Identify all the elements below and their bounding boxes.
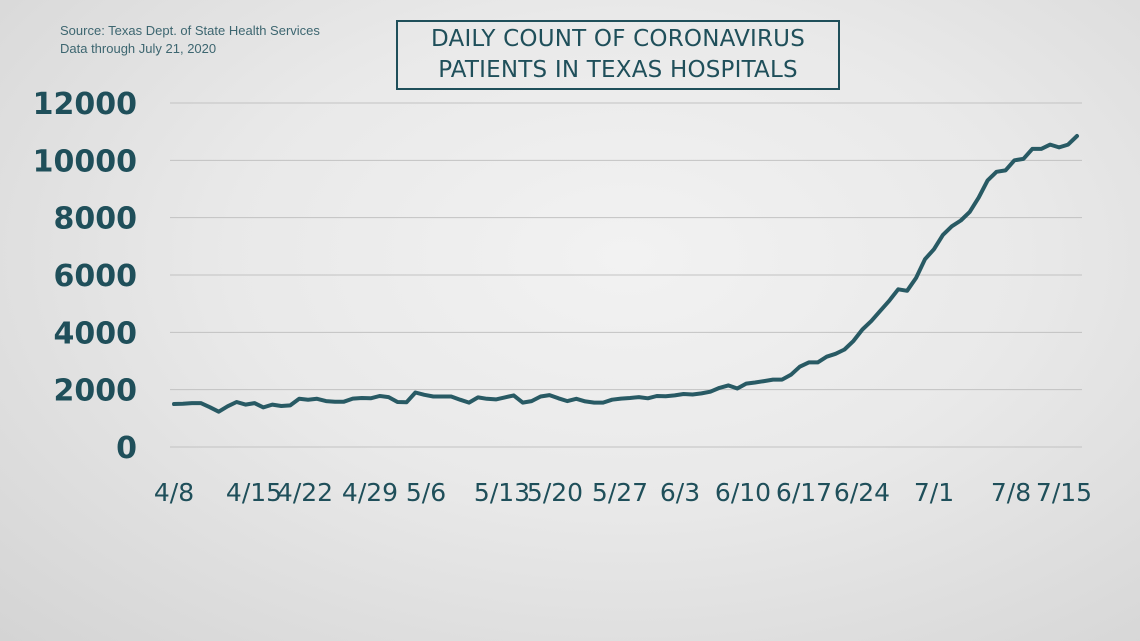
- x-tick-label: 6/10: [715, 478, 771, 507]
- y-tick-label: 4000: [54, 316, 138, 351]
- series-line: [172, 134, 1079, 414]
- x-tick-label: 7/1: [914, 478, 954, 507]
- chart-title-line-1: DAILY COUNT OF CORONAVIRUS: [431, 26, 805, 52]
- x-tick-label: 7/15: [1036, 478, 1092, 507]
- y-tick-label: 10000: [33, 144, 137, 179]
- x-tick-label: 4/29: [342, 478, 398, 507]
- x-tick-label: 6/3: [660, 478, 700, 507]
- y-tick-label: 12000: [33, 87, 137, 122]
- x-tick-label: 4/8: [154, 478, 194, 507]
- chart-title-line-2: PATIENTS IN TEXAS HOSPITALS: [438, 57, 798, 83]
- y-tick-label: 8000: [54, 202, 138, 237]
- chart-title-box: DAILY COUNT OF CORONAVIRUS PATIENTS IN T…: [396, 20, 840, 90]
- x-tick-label: 7/8: [991, 478, 1031, 507]
- source-line: Source: Texas Dept. of State Health Serv…: [60, 23, 320, 38]
- x-tick-label: 5/13: [474, 478, 530, 507]
- x-tick-label: 6/17: [776, 478, 832, 507]
- x-tick-label: 4/22: [277, 478, 333, 507]
- data-through-line: Data through July 21, 2020: [60, 41, 217, 56]
- x-tick-label: 5/6: [406, 478, 446, 507]
- x-tick-label: 4/15: [226, 478, 282, 507]
- x-tick-label: 6/24: [834, 478, 890, 507]
- x-tick-label: 5/27: [592, 478, 648, 507]
- x-tick-label: 5/20: [527, 478, 583, 507]
- source-note: Source: Texas Dept. of State Health Serv…: [60, 22, 320, 58]
- y-tick-label: 2000: [54, 374, 138, 409]
- y-tick-label: 6000: [54, 259, 138, 294]
- y-tick-label: 0: [116, 431, 137, 466]
